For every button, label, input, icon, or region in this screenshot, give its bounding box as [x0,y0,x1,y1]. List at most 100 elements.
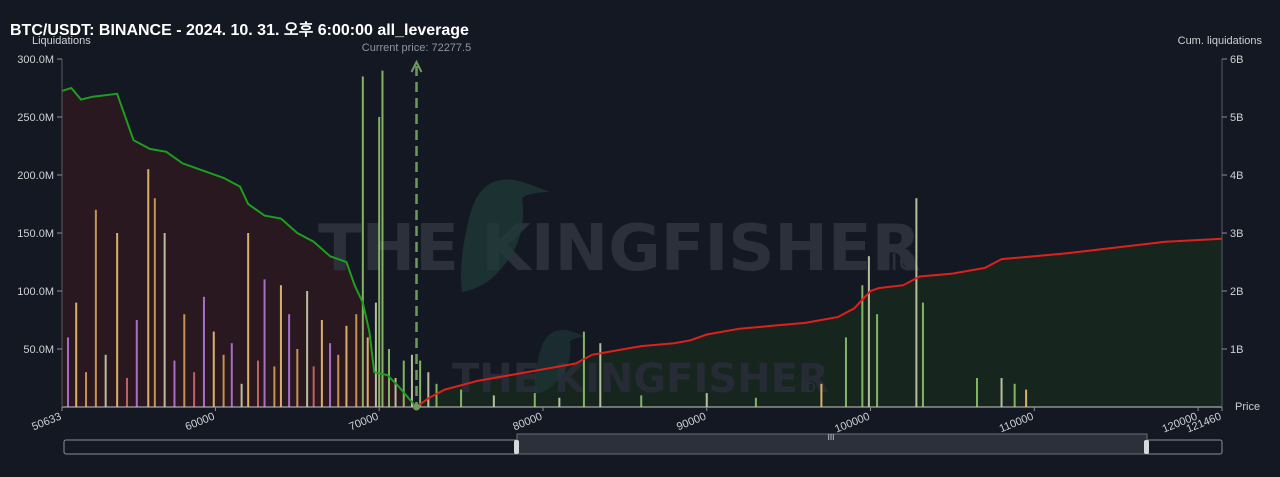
current-price-marker: Current price: 72277.5 [362,42,471,411]
liquidation-bar [329,343,332,407]
x-tick-label: 100000 [833,411,872,436]
left-tick-label: 300.0M [17,54,54,66]
cumulative-line-0 [61,86,418,408]
right-tick-label: 6B [1230,54,1243,66]
liquidation-bar [306,291,309,407]
liquidation-bar [861,285,864,407]
liquidation-bar [116,233,119,407]
liquidation-bar [183,314,186,407]
liquidation-bar [247,233,250,407]
liquidation-bar [94,209,97,407]
axes: Liquidations Cum. liquidations Price [32,35,1262,413]
liquidation-bar [705,393,708,407]
liquidation-bar [915,198,918,407]
liquidation-bar [366,337,369,407]
kingfisher-bird-icon-small [534,329,586,394]
right-tick-label: 5B [1230,112,1243,124]
cumulative-lines [61,86,1223,408]
current-price-arrow-icon [410,59,423,73]
liquidation-bar [435,383,438,407]
cumulative-fill-1 [416,238,1223,407]
liquidation-bar [312,366,315,407]
liquidation-bar [67,337,70,407]
cumulative-fill-areas [62,88,1223,407]
chart-title: BTC/USDT: BINANCE - 2024. 10. 31. 오후 6:0… [10,22,469,39]
cumulative-line-1 [415,237,1223,408]
liquidation-bar [361,76,364,408]
liquidation-bar [867,256,870,407]
liquidation-bar [1000,378,1003,407]
liquidation-bar [754,397,757,407]
x-tick-label: 60000 [184,411,217,434]
liquidation-bar [173,360,176,407]
range-slider[interactable]: III [63,433,1223,455]
left-tick-label: 150.0M [17,228,54,240]
liquidation-bar [394,378,397,407]
liquidation-bar [288,314,291,407]
right-tick-label: 2B [1230,286,1243,298]
liquidation-bar [85,372,88,407]
liquidation-bar [337,354,340,407]
x-tick-label: 50633 [30,411,63,434]
watermark-io-small: io [800,376,816,397]
liquidation-bar [104,354,107,407]
liquidation-bar [240,383,243,407]
liquidation-bar [410,354,413,407]
right-tick-label: 3B [1230,228,1243,240]
liquidation-bar [296,349,299,407]
range-slider-handle-left[interactable] [514,440,519,454]
x-tick-label: 80000 [511,411,544,434]
liquidation-bar [279,285,282,407]
right-axis-title: Cum. liquidations [1178,35,1263,47]
liquidation-bar [222,354,225,407]
watermark: THE KINGFISHER io THE KINGFISHER io [318,179,921,402]
liquidation-bar [273,366,276,407]
range-slider-handle-right[interactable] [1144,440,1149,454]
liquidation-bar [163,233,166,407]
x-tick-label: 70000 [347,411,380,434]
liquidation-bar [419,360,422,407]
left-tick-label: 50.0M [23,344,54,356]
watermark-io-large: io [890,243,917,278]
current-price-label: Current price: 72277.5 [362,42,471,54]
liquidation-bar [256,360,259,407]
liquidation-bar [374,302,377,407]
liquidation-bar [230,343,233,407]
watermark-text-large: THE KINGFISHER [318,212,921,286]
liquidation-bar [599,343,602,407]
liquidation-bars [67,70,1028,408]
left-tick-label: 250.0M [17,112,54,124]
range-slider-grip[interactable]: III [828,433,835,442]
liquidation-bar [345,325,348,407]
left-axis-title: Liquidations [32,35,91,47]
liquidation-bar [75,302,78,407]
watermark-text-small: THE KINGFISHER [452,356,829,402]
liquidation-bar [921,302,924,407]
liquidation-bar [320,320,323,407]
liquidation-bar [582,331,585,407]
cumulative-fill-0 [62,88,417,407]
liquidation-bar [460,389,463,407]
x-tick-label: 90000 [675,411,708,434]
liquidation-bar [876,314,879,407]
liquidation-bar [820,383,823,407]
liquidation-bar [844,337,847,407]
x-axis-title: Price [1235,401,1260,413]
left-tick-label: 200.0M [17,170,54,182]
liquidation-bar [147,169,150,407]
liquidation-bar [263,279,266,407]
liquidation-bar [975,378,978,407]
current-price-dot [412,403,420,411]
liquidation-bar [193,372,196,407]
liquidation-bar [355,314,358,407]
liquidation-bar [492,395,495,407]
liquidation-bar [533,393,536,407]
liquidation-bar [558,397,561,407]
liquidation-bar [640,395,643,407]
x-tick-label: 110000 [998,411,1036,436]
kingfisher-bird-icon [461,179,550,292]
liquidation-bar [402,360,405,407]
right-tick-label: 1B [1230,344,1243,356]
liquidation-bar [1025,389,1028,407]
